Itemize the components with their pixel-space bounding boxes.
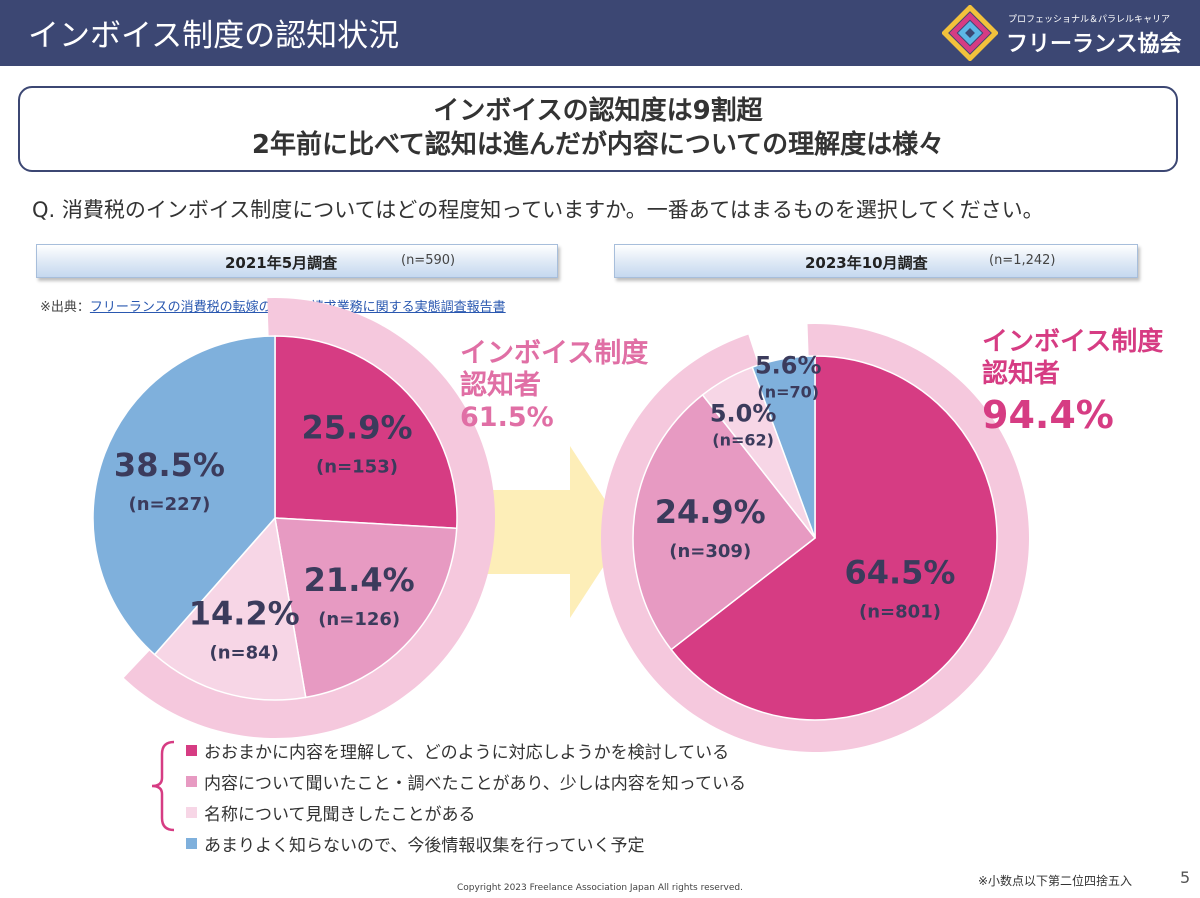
legend-item-heard-details: 内容について聞いたこと・調べたことがあり、少しは内容を知っている	[186, 766, 746, 797]
association-logo-icon	[942, 5, 998, 61]
survey-2023-title: 2023年10月調査	[805, 254, 928, 272]
slice-value-label: 21.4%	[304, 561, 415, 599]
pie-slice-not-much	[92, 335, 276, 656]
slice-count-label: (n=70)	[757, 382, 819, 401]
logo-subtitle: プロフェッショナル＆パラレルキャリア	[1008, 15, 1171, 25]
source-prefix: ※出典：	[40, 300, 90, 315]
pie-slice-understand	[274, 335, 458, 530]
transition-arrow	[478, 446, 626, 618]
legend-swatch	[186, 807, 197, 818]
legend-swatch	[186, 838, 197, 849]
survey-question: Q. 消費税のインボイス制度についてはどの程度知っていますか。一番あてはまるもの…	[32, 198, 1044, 222]
slice-count-label: (n=227)	[128, 494, 210, 515]
legend-label: 名称について見聞きしたことがある	[204, 805, 476, 825]
slice-count-label: (n=126)	[318, 609, 400, 630]
headline-line-2: 2年前に比べて認知は進んだが内容についての理解度は様々	[251, 130, 945, 160]
legend: おおまかに内容を理解して、どのように対応しようかを検討している 内容について聞い…	[186, 735, 746, 859]
callout-left-value: 61.5%	[460, 402, 554, 433]
legend-item-not-much: あまりよく知らないので、今後情報収集を行っていく予定	[186, 828, 746, 859]
callout-left-line1: インボイス制度	[460, 338, 649, 369]
pie-slice-heard-details	[274, 517, 458, 699]
rounding-footnote: ※小数点以下第二位四捨五入	[978, 874, 1133, 888]
legend-item-name-only: 名称について見聞きしたことがある	[186, 797, 746, 828]
callout-right: インボイス制度 認知者 94.4%	[982, 326, 1163, 440]
survey-2023-n: (n=1,242)	[989, 253, 1056, 268]
awareness-ring	[123, 298, 496, 738]
legend-label: 内容について聞いたこと・調べたことがあり、少しは内容を知っている	[204, 774, 746, 794]
callout-left: インボイス制度 認知者 61.5%	[460, 338, 648, 434]
legend-label: あまりよく知らないので、今後情報収集を行っていく予定	[204, 836, 645, 856]
pie-slice-understand	[670, 355, 998, 721]
legend-swatch	[186, 776, 197, 787]
survey-2021-bar: 2021年5月調査 (n=590)	[36, 244, 558, 278]
callout-right-line1: インボイス制度	[982, 327, 1164, 357]
pie-slice-name-only	[153, 516, 307, 701]
pie-slice-not-much	[751, 355, 816, 539]
legend-item-understand: おおまかに内容を理解して、どのように対応しようかを検討している	[186, 735, 746, 766]
slice-value-label: 5.6%	[755, 351, 822, 379]
slice-value-label: 64.5%	[844, 554, 955, 592]
logo-name: フリーランス協会	[1006, 32, 1182, 57]
legend-swatch	[186, 745, 197, 756]
callout-right-line2: 認知者	[982, 359, 1061, 389]
legend-bracket	[151, 740, 175, 832]
slice-count-label: (n=801)	[859, 602, 941, 623]
slice-value-label: 24.9%	[655, 493, 766, 531]
pie-slice-heard-details	[632, 393, 817, 651]
headline-box: インボイスの認知度は9割超 2年前に比べて認知は進んだが内容についての理解度は様…	[18, 86, 1178, 172]
survey-2021-n: (n=590)	[401, 253, 456, 268]
callout-right-value: 94.4%	[982, 393, 1114, 437]
legend-label: おおまかに内容を理解して、どのように対応しようかを検討している	[204, 743, 730, 763]
slice-count-label: (n=84)	[209, 643, 278, 664]
survey-2021-title: 2021年5月調査	[225, 254, 338, 272]
page-title: インボイス制度の認知状況	[28, 18, 400, 54]
survey-2023-bar: 2023年10月調査 (n=1,242)	[614, 244, 1138, 278]
slice-count-label: (n=309)	[669, 541, 751, 562]
page-number: 5	[1180, 868, 1191, 887]
copyright: Copyright 2023 Freelance Association Jap…	[457, 883, 743, 893]
header-bar: インボイス制度の認知状況 プロフェッショナル＆パラレルキャリア フリーランス協会	[0, 0, 1200, 66]
slice-value-label: 5.0%	[710, 400, 777, 428]
slice-count-label: (n=62)	[712, 431, 774, 450]
callout-left-line2: 認知者	[460, 370, 541, 401]
slice-value-label: 38.5%	[114, 446, 225, 484]
slice-count-label: (n=153)	[316, 456, 398, 477]
slice-value-label: 14.2%	[189, 595, 300, 633]
slice-value-label: 25.9%	[302, 408, 413, 446]
headline-line-1: インボイスの認知度は9割超	[433, 96, 763, 126]
